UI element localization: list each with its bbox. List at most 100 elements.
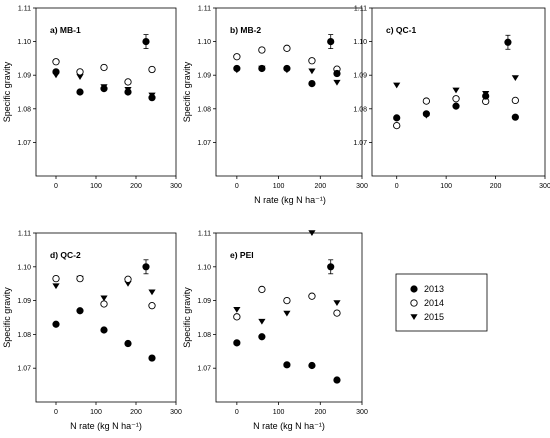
y-tick-label: 1.11 [198,6,211,13]
chart-panels: 0 100 200 300 1.07 1.08 1.09 1.10 1.11 a) MB-1 Spe… [2,6,550,432]
y-axis-label: Specific gravity [182,61,192,122]
data-point-2015 [258,318,266,325]
data-point-2013 [422,110,430,118]
legend-marker-2014 [410,299,418,307]
y-tick-label: 1.08 [353,106,367,113]
panel-1: 0 100 200 300 1.07 1.08 1.09 1.10 1.11 a) MB-1 Spe… [2,6,182,191]
y-tick-label: 1.07 [197,366,211,373]
data-point-2013 [124,339,132,348]
data-point-2013 [511,113,519,121]
legend: 2013 2014 2015 [395,273,488,332]
data-point-2013 [142,263,150,271]
data-point-2014 [308,292,316,300]
x-tick-label: 100 [273,183,285,190]
y-tick-label: 1.10 [197,264,211,271]
plot-frame [35,7,177,177]
y-tick-label: 1.09 [17,298,31,305]
plot-frame [35,232,177,403]
data-point-2014 [258,285,266,294]
data-point-2013 [258,64,266,73]
plot-frame [215,7,363,177]
x-axis-label: N rate (kg N ha⁻¹) [253,421,325,431]
data-point-2015 [333,300,341,307]
y-tick-label: 1.10 [17,39,31,46]
data-point-2013 [333,376,341,384]
x-tick-label: 100 [440,183,452,190]
x-tick-label: 200 [490,183,502,190]
data-point-2014 [52,58,60,66]
data-point-2014 [124,78,132,86]
y-tick-label: 1.09 [353,73,367,80]
data-point-2014 [100,300,108,308]
data-point-2014 [393,121,401,130]
data-point-2014 [100,63,108,72]
x-tick-label: 100 [90,183,102,190]
panel-3: 0 100 200 300 1.07 1.08 1.09 1.10 1.11 c) QC-1 N r… [254,6,550,206]
data-point-2014 [258,46,266,54]
data-point-2014 [76,274,84,283]
data-point-2013 [452,102,460,110]
data-point-2014 [148,302,156,310]
data-point-2015 [511,75,519,81]
data-point-2013 [308,80,316,88]
panel-title: a) MB-1 [50,25,81,35]
y-tick-label: 1.11 [18,6,31,13]
y-tick-label: 1.08 [17,106,31,113]
x-tick-label: 0 [235,183,239,190]
data-point-2014 [233,53,241,61]
y-tick-label: 1.11 [198,231,211,238]
y-tick-label: 1.11 [354,6,367,13]
y-tick-label: 1.08 [197,332,211,339]
data-point-2014 [452,95,460,103]
y-axis-label: Specific gravity [2,61,12,122]
y-tick-label: 1.10 [353,39,367,46]
data-point-2014 [148,65,156,74]
y-tick-label: 1.10 [197,39,211,46]
data-point-2015 [452,87,460,94]
x-tick-label: 0 [54,183,58,190]
x-tick-label: 0 [395,183,399,190]
data-point-2013 [148,94,156,102]
data-point-2015 [393,82,401,89]
y-tick-label: 1.08 [197,106,211,113]
data-point-2015 [233,307,241,313]
data-point-2013 [482,92,490,100]
x-tick-label: 200 [130,409,142,416]
data-point-2013 [76,88,84,96]
y-tick-label: 1.09 [197,298,211,305]
data-point-2013 [393,114,401,122]
data-point-2014 [511,96,519,105]
y-tick-label: 1.07 [17,140,31,147]
data-point-2013 [327,37,335,46]
data-point-2015 [308,68,316,75]
x-tick-label: 200 [314,409,326,416]
data-point-2014 [76,68,84,76]
data-point-2014 [233,313,241,321]
x-tick-label: 300 [170,409,182,416]
data-point-2014 [283,296,291,305]
data-point-2014 [52,274,60,283]
y-tick-label: 1.07 [353,140,367,147]
panel-title: e) PEI [230,250,254,260]
y-tick-label: 1.07 [197,140,211,147]
data-point-2013 [233,64,241,73]
y-axis-label: Specific gravity [182,287,192,348]
data-point-2015 [76,74,84,80]
y-tick-label: 1.11 [18,231,31,238]
data-point-2013 [76,307,84,315]
data-point-2013 [52,68,60,76]
data-point-2015 [333,79,341,86]
data-point-2013 [100,326,108,334]
plot-frame [215,232,363,403]
legend-marker-2015 [410,314,418,321]
x-axis-label: N rate (kg N ha⁻¹) [254,195,326,205]
data-point-2013 [100,85,108,93]
y-tick-label: 1.10 [17,264,31,271]
legend-label: 2014 [424,298,444,308]
data-point-2013 [142,37,150,46]
data-point-2015 [52,283,60,290]
panel-2: 0 100 200 300 1.07 1.08 1.09 1.10 1.11 b) MB-2 Spe… [182,6,368,191]
x-tick-label: 300 [356,409,368,416]
data-point-2014 [422,97,431,105]
legend-label: 2015 [424,312,444,322]
